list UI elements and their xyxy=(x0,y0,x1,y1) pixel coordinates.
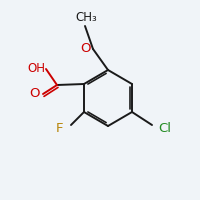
Text: O: O xyxy=(80,42,91,54)
Text: CH₃: CH₃ xyxy=(75,11,97,24)
Text: Cl: Cl xyxy=(158,122,171,135)
Text: O: O xyxy=(29,87,39,100)
Text: OH: OH xyxy=(27,62,45,74)
Text: F: F xyxy=(56,122,63,136)
